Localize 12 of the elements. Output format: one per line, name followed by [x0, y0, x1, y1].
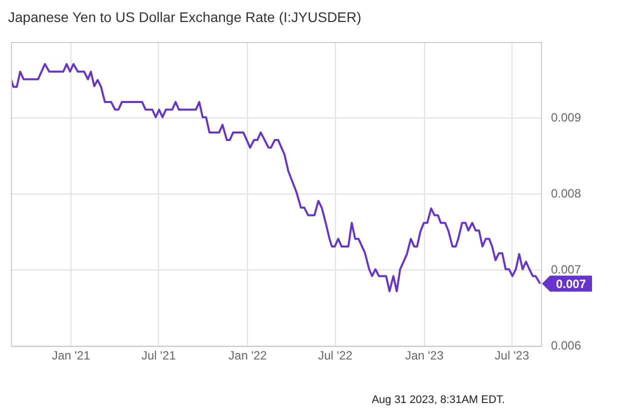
y-tick-label: 0.008 — [551, 186, 582, 200]
x-tick-label: Jul '23 — [494, 348, 530, 363]
y-tick-label: 0.006 — [551, 338, 582, 352]
y-tick-label: 0.009 — [551, 110, 582, 124]
x-tick-label: Jan '22 — [228, 348, 268, 363]
x-tick-label: Jan '21 — [52, 348, 90, 363]
x-tick-label: Jul '21 — [141, 348, 176, 363]
chart-title: Japanese Yen to US Dollar Exchange Rate (I:JYUSDER) — [8, 9, 362, 25]
y-tick-label: 0.007 — [551, 262, 582, 276]
x-tick-label: Jul '22 — [318, 348, 353, 363]
text: Aug 31 2023, 8:31AM EDT. — [372, 394, 505, 406]
x-tick-label: Jan '23 — [405, 348, 444, 363]
